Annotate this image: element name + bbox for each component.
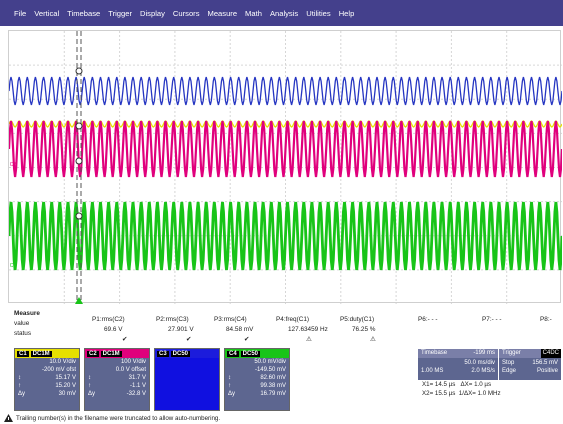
param-3-value: 84.58 mV bbox=[226, 326, 254, 333]
channel-r1: 31.7 V bbox=[128, 375, 146, 381]
param-1-name[interactable]: P1:rms(C2) bbox=[92, 316, 125, 323]
channel-vdiv: 50.0 mV/div bbox=[254, 359, 286, 365]
channel-dy: 30 mV bbox=[58, 391, 76, 397]
channel-row-glyph: ↑ bbox=[228, 383, 231, 389]
measure-panel: Measure value status P1:rms(C2) 69.6 V ✔ P2… bbox=[0, 306, 563, 346]
menu-math[interactable]: Math bbox=[245, 8, 262, 18]
channel-row-glyph: ↑ bbox=[88, 383, 91, 389]
channel-row-glyph: Δy bbox=[18, 391, 26, 397]
menu-file[interactable]: File bbox=[14, 8, 27, 18]
param-4-name[interactable]: P4:freq(C1) bbox=[276, 316, 310, 323]
timebase-delay: -199 ms bbox=[473, 350, 495, 356]
menu-measure[interactable]: Measure bbox=[207, 8, 238, 18]
timebase-srate: 2.0 MS/s bbox=[471, 368, 495, 374]
trigger-slope: Positive bbox=[536, 368, 558, 374]
menu-analysis[interactable]: Analysis bbox=[269, 8, 299, 18]
param-5-status: ⚠ bbox=[370, 336, 376, 343]
measure-row-value: value bbox=[14, 320, 30, 327]
trigger-label: Trigger bbox=[502, 350, 521, 356]
cursor-x2: X2= 15.5 µs bbox=[422, 390, 456, 397]
channel-tag: C1 bbox=[17, 350, 29, 357]
channel-r2: 99.38 mV bbox=[260, 383, 286, 389]
param-3-name[interactable]: P3:rms(C4) bbox=[214, 316, 247, 323]
channel-r2: -1.1 V bbox=[129, 383, 146, 389]
channel-row-glyph: Δy bbox=[228, 391, 236, 397]
channel-tag: C3 bbox=[157, 350, 169, 357]
channel-descriptors: C1 DC1M 10.0 V/div -200 mV ofst ↕ 15.17 V ↑ 15.… bbox=[14, 348, 294, 412]
param-2-value: 27.901 V bbox=[168, 326, 194, 333]
trigger-box[interactable]: Trigger C4DC Stop 156.5 mV Edge Positive bbox=[499, 349, 561, 397]
param-3-status: ✔ bbox=[244, 336, 250, 343]
channel-tag: C4 bbox=[227, 350, 239, 357]
menu-vertical[interactable]: Vertical bbox=[34, 8, 60, 18]
channel-row-glyph: Δy bbox=[88, 391, 96, 397]
menu-timebase[interactable]: Timebase bbox=[67, 8, 101, 18]
channel-box-c4[interactable]: C4 DC50 50.0 mV/div -149.50 mV ↕ 82.60 mV ↑ 99.… bbox=[224, 348, 290, 411]
param-4-status: ⚠ bbox=[306, 336, 312, 343]
channel-coupling: DC1M bbox=[100, 350, 122, 357]
channel-dy: -32.8 V bbox=[126, 391, 146, 397]
channel-dy: 16.79 mV bbox=[260, 391, 286, 397]
channel-offset: -200 mV ofst bbox=[41, 367, 76, 373]
param-5-name[interactable]: P5:duty(C1) bbox=[340, 316, 375, 323]
channel-row-glyph: ↕ bbox=[228, 375, 231, 381]
cursor-x1: X1= 14.5 µs bbox=[422, 381, 456, 388]
menu-utilities[interactable]: Utilities bbox=[306, 8, 331, 18]
channel-r2: 15.20 V bbox=[55, 383, 76, 389]
menu-cursors[interactable]: Cursors bbox=[172, 8, 200, 18]
trigger-type: Edge bbox=[502, 368, 517, 374]
param-5-value: 76.25 % bbox=[352, 326, 376, 333]
param-8-name[interactable]: P8:- bbox=[540, 316, 552, 323]
c4-marker: C4 bbox=[9, 263, 17, 269]
param-1-status: ✔ bbox=[122, 336, 128, 343]
status-note: Trailing number(s) in the filename were … bbox=[4, 414, 220, 422]
trigger-level: 156.5 mV bbox=[532, 360, 558, 366]
menu-help[interactable]: Help bbox=[338, 8, 355, 18]
param-2-name[interactable]: P2:rms(C3) bbox=[156, 316, 189, 323]
waveform-display bbox=[9, 31, 562, 304]
measure-title: Measure bbox=[14, 310, 40, 317]
cursor-readout: X1= 14.5 µs ΔX= 1.0 µs X2= 15.5 µs 1/ΔX=… bbox=[422, 380, 562, 398]
cursor-inverse-dx: 1/ΔX= 1.0 MHz bbox=[458, 390, 501, 397]
menu-trigger[interactable]: Trigger bbox=[108, 8, 132, 18]
channel-offset: -149.50 mV bbox=[254, 367, 286, 373]
timebase-samples: 1.00 MS bbox=[421, 368, 444, 374]
param-4-value: 127.63459 Hz bbox=[288, 326, 328, 333]
channel-r1: 82.60 mV bbox=[260, 375, 286, 381]
channel-box-c3[interactable]: C3 DC50 bbox=[154, 348, 220, 411]
channel-coupling: DC50 bbox=[240, 350, 261, 357]
c3-marker: C3 bbox=[9, 162, 17, 168]
cursor-dx: ΔX= 1.0 µs bbox=[460, 381, 492, 388]
channel-row-glyph: ↕ bbox=[88, 375, 91, 381]
channel-vdiv: 10.0 V/div bbox=[49, 359, 76, 365]
trigger-tag: C4DC bbox=[540, 349, 561, 358]
channel-vdiv: 100 V/div bbox=[120, 359, 146, 365]
timebase-box[interactable]: Timebase -199 ms 50.0 ms/div 1.00 MS 2.0 … bbox=[418, 349, 498, 397]
warning-icon bbox=[4, 414, 13, 422]
channel-tag: C2 bbox=[87, 350, 99, 357]
channel-coupling: DC1M bbox=[30, 350, 52, 357]
measure-row-status: status bbox=[14, 330, 32, 337]
param-2-status: ✔ bbox=[186, 336, 192, 343]
channel-r1: 15.17 V bbox=[55, 375, 76, 381]
timebase-rate: 50.0 ms/div bbox=[464, 360, 495, 366]
channel-box-c1[interactable]: C1 DC1M 10.0 V/div -200 mV ofst ↕ 15.17 V ↑ 15.… bbox=[14, 348, 80, 411]
channel-row-glyph: ↕ bbox=[18, 375, 21, 381]
param-6-name[interactable]: P6:- - - bbox=[418, 316, 438, 323]
waveform-grid[interactable]: C3 C4 bbox=[8, 30, 562, 304]
channel-box-c2[interactable]: C2 DC1M 100 V/div 0.0 V offset ↕ 31.7 V ↑ -1.1 … bbox=[84, 348, 150, 411]
trigger-mode: Stop bbox=[502, 360, 515, 366]
menu-display[interactable]: Display bbox=[140, 8, 165, 18]
timebase-label: Timebase bbox=[421, 350, 448, 356]
status-note-text: Trailing number(s) in the filename were … bbox=[16, 414, 221, 422]
param-7-name[interactable]: P7:- - - bbox=[482, 316, 502, 323]
channel-offset: 0.0 V offset bbox=[115, 367, 146, 373]
param-1-value: 69.6 V bbox=[104, 326, 123, 333]
menu-bar: File Vertical Timebase Trigger Display Cursor… bbox=[0, 0, 563, 26]
channel-coupling: DC50 bbox=[170, 350, 191, 357]
channel-row-glyph: ↑ bbox=[18, 383, 21, 389]
